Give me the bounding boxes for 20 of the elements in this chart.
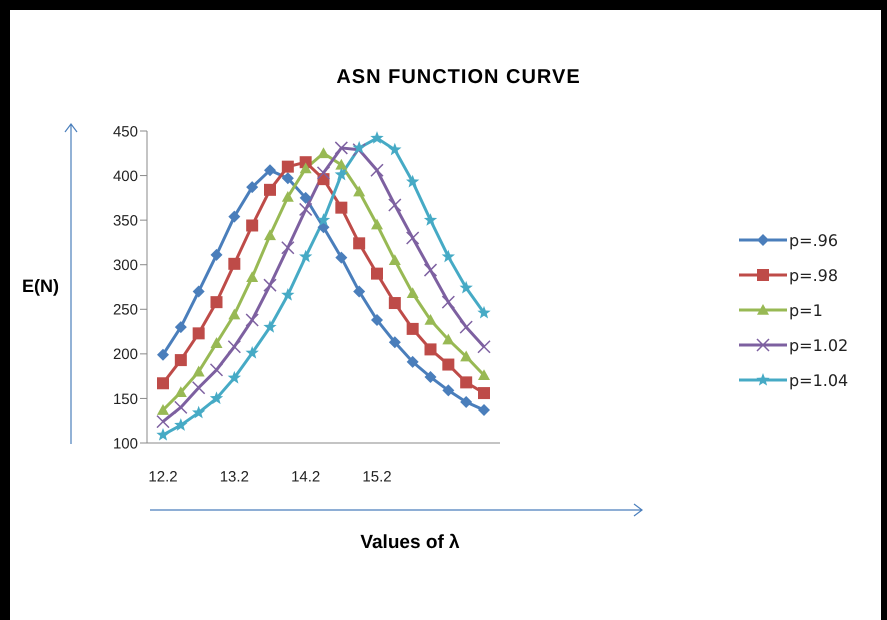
legend-label: p=.96	[789, 230, 838, 250]
x-axis-title: Values of λ	[359, 532, 461, 554]
y-tick-label: 350	[112, 212, 138, 230]
y-tick-label: 100	[112, 435, 138, 452]
legend-label: p=1.02	[789, 336, 848, 354]
y-tick-label: 300	[112, 257, 138, 274]
y-axis-title: E(N)	[22, 276, 59, 297]
legend-label: p=1.04	[789, 370, 848, 390]
chart-title: ASN FUNCTION CURVE	[335, 66, 582, 89]
y-tick-label: 150	[112, 390, 138, 408]
x-tick-label: 15.2	[362, 468, 392, 486]
x-tick-label: 12.2	[148, 468, 178, 486]
x-tick-label: 13.2	[220, 468, 249, 486]
legend-label: p=.98	[789, 266, 838, 284]
x-tick-label: 14.2	[291, 468, 320, 486]
y-tick-label: 450	[112, 123, 138, 140]
y-tick-label: 250	[112, 302, 138, 319]
y-tick-label: 200	[112, 346, 138, 364]
legend-label: p=1	[789, 300, 823, 320]
y-tick-label: 400	[112, 168, 138, 185]
